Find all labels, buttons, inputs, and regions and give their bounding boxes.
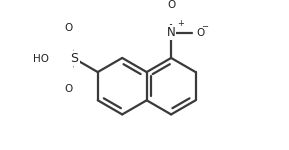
Text: HO: HO [33, 54, 49, 64]
Text: S: S [71, 52, 79, 65]
Text: −: − [201, 22, 208, 31]
Text: O: O [197, 28, 205, 38]
Text: O: O [64, 23, 73, 33]
Text: +: + [177, 18, 184, 27]
Text: O: O [167, 0, 175, 10]
Text: N: N [167, 26, 175, 39]
Text: O: O [64, 84, 73, 94]
